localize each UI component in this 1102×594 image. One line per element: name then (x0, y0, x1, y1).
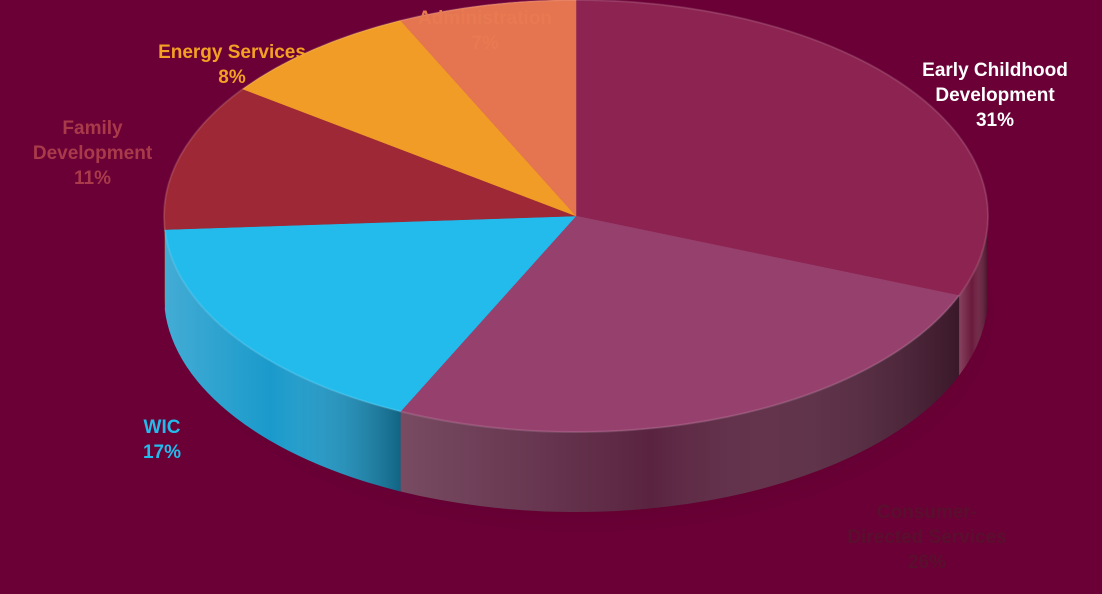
pie-slice-side-shade-1 (400, 295, 960, 512)
slice-name-line-1: Consumer- (876, 502, 978, 523)
slice-label-energy-services: Energy Services 8% (122, 40, 342, 90)
pie-slice-side-shade-2 (164, 229, 401, 492)
pie-slice-side-shade-0 (959, 216, 988, 376)
slice-name-line-2: Directed Services (847, 527, 1007, 548)
pie-slice-5 (400, 0, 577, 217)
pie-slice-2 (164, 215, 577, 412)
slice-name-line-1: Early Childhood (922, 60, 1068, 81)
slice-name: Administration (417, 8, 553, 29)
slice-label-family-development: Family Development 11% (0, 116, 185, 191)
slice-name: Energy Services (158, 42, 306, 63)
slice-label-consumer-directed: Consumer- Directed Services 26% (822, 500, 1032, 575)
pie-slice-1 (400, 215, 960, 433)
pie-slice-side-shade-3 (164, 216, 165, 310)
slice-percent: 11% (74, 168, 111, 189)
slice-label-administration: Administration 7% (375, 6, 595, 56)
pie-slice-3 (163, 88, 577, 230)
slice-label-early-childhood: Early Childhood Development 31% (890, 58, 1100, 133)
slice-name: WIC (143, 417, 181, 438)
slice-name-line-2: Development (32, 143, 153, 164)
slice-name-line-1: Family (62, 118, 123, 139)
pie-slice-4 (242, 20, 577, 217)
slice-percent: 7% (471, 33, 499, 54)
slice-percent: 8% (218, 67, 246, 88)
pie-slice-0 (575, 0, 989, 296)
slice-name-line-2: Development (935, 85, 1055, 106)
slice-percent: 26% (907, 552, 947, 573)
slice-percent: 17% (142, 442, 182, 463)
slice-label-wic: WIC 17% (112, 415, 212, 465)
slice-percent: 31% (975, 110, 1015, 131)
pie-rim-highlight (163, 0, 989, 433)
